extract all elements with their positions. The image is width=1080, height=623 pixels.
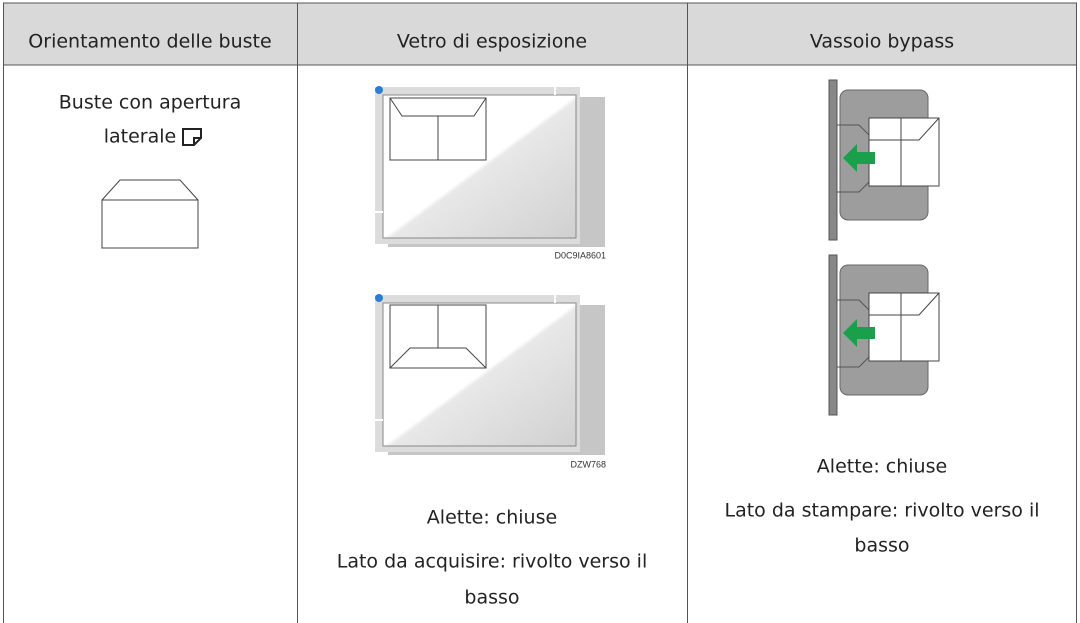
header-cell: Orientamento delle buste [28, 31, 271, 53]
grid [3, 2, 1077, 623]
cell-text: Lato da stampare: rivolto verso il [724, 500, 1039, 522]
glass-illustration [374, 293, 606, 456]
bypass-illustration [828, 79, 940, 241]
envelope-illustration [101, 179, 199, 249]
cell-text: basso [854, 535, 909, 557]
envelope-drawing [389, 97, 487, 161]
envelope-icon [182, 128, 202, 146]
envelope-drawing [389, 304, 487, 369]
header-bg [3, 3, 1077, 65]
image-code: D0C9IA8601 [554, 250, 606, 260]
cell-text: Alette: chiuse [817, 456, 947, 478]
cell-text: Alette: chiuse [427, 507, 557, 529]
cell-text: Lato da acquisire: rivolto verso il [337, 551, 647, 573]
cell-text: Buste con apertura [59, 92, 241, 114]
header-cell: Vetro di esposizione [397, 31, 587, 53]
cell-text: laterale [104, 126, 176, 148]
header-cell: Vassoio bypass [810, 31, 954, 53]
glass-illustration [374, 85, 606, 248]
cell-text: basso [464, 587, 519, 609]
image-code: DZW768 [570, 459, 606, 469]
bypass-illustration [828, 254, 940, 416]
